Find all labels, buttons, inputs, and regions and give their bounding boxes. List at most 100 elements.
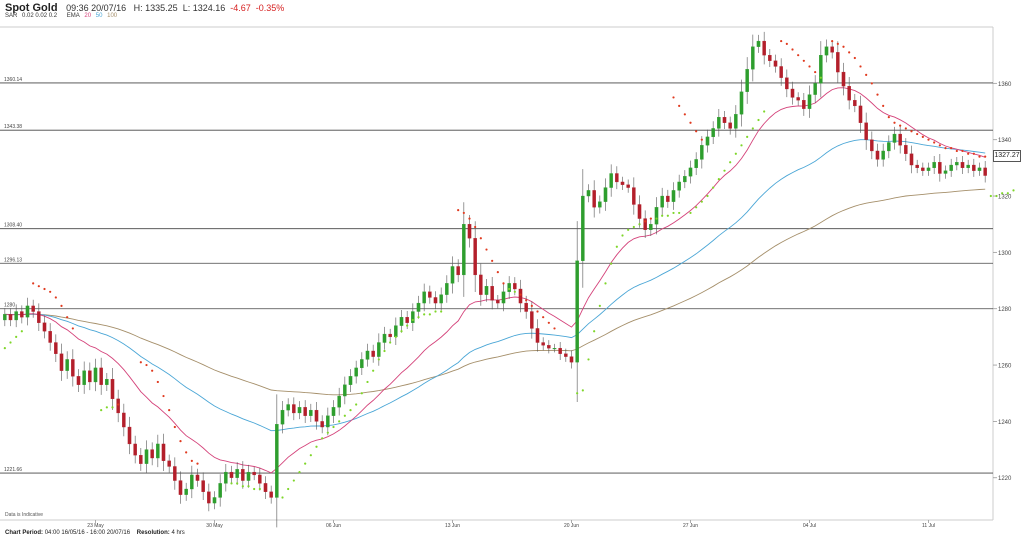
sar-dot xyxy=(321,437,324,440)
sar-dot xyxy=(366,380,369,384)
sar-dot xyxy=(836,42,839,46)
sar-dot xyxy=(814,70,817,74)
candle xyxy=(416,295,421,319)
period-label: Chart Period: xyxy=(5,530,44,536)
candle xyxy=(654,197,659,235)
sar-dot xyxy=(462,211,465,215)
level-label-1: 1343.38 xyxy=(4,124,22,130)
sar-dot xyxy=(598,304,601,307)
candle xyxy=(303,400,307,423)
sar-dot xyxy=(927,138,930,141)
sar-dot xyxy=(632,225,635,229)
candle xyxy=(37,303,41,331)
candle xyxy=(598,195,602,214)
candle xyxy=(127,416,132,455)
candle xyxy=(739,79,744,127)
candle xyxy=(745,57,749,104)
candle xyxy=(847,77,851,110)
candle xyxy=(116,389,120,423)
sar-dot xyxy=(938,144,941,147)
sar-dot xyxy=(734,152,737,155)
sar-dot xyxy=(355,403,358,406)
sar-dot xyxy=(865,73,868,76)
sar-dot xyxy=(168,409,171,412)
candle xyxy=(337,387,341,416)
candle xyxy=(133,435,137,464)
candle xyxy=(779,58,783,86)
sar-dot xyxy=(241,485,244,488)
candle xyxy=(42,315,47,339)
y-tick-label-6: 1340 xyxy=(998,138,1012,144)
candle xyxy=(173,457,177,490)
candle xyxy=(819,41,823,98)
candle xyxy=(717,108,721,137)
sar-dot xyxy=(43,287,46,291)
sar-dot xyxy=(644,220,647,223)
candle xyxy=(246,464,251,488)
candle xyxy=(977,162,982,176)
candle xyxy=(59,343,64,381)
candle xyxy=(467,215,472,248)
sar-dot xyxy=(1012,189,1015,192)
sar-dot xyxy=(326,431,329,434)
candle xyxy=(314,401,319,430)
sar-dot xyxy=(751,127,754,130)
candle xyxy=(926,162,931,176)
candle xyxy=(8,308,13,327)
sar-dot xyxy=(60,304,63,307)
candle xyxy=(666,189,670,208)
sar-dot xyxy=(695,130,698,133)
candle xyxy=(813,75,817,103)
x-tick-label-7: 11 Jul xyxy=(922,523,935,529)
candle xyxy=(756,34,761,53)
sar-dot xyxy=(423,313,426,316)
sar-dot xyxy=(944,147,947,150)
chart-footer: Chart Period: 04:00 16/05/16 - 16:00 20/… xyxy=(5,530,185,536)
sar-dot xyxy=(757,118,760,122)
candle xyxy=(960,156,965,175)
candle xyxy=(915,159,919,174)
ema-20-layer xyxy=(4,87,986,474)
sar-dot xyxy=(615,245,618,248)
candle xyxy=(161,433,166,471)
candle xyxy=(864,112,868,150)
sar-dot xyxy=(71,327,74,330)
ema-100-line xyxy=(4,188,986,396)
sar-dot xyxy=(695,206,698,209)
sar-dot xyxy=(978,155,981,158)
candle xyxy=(943,165,948,179)
sar-dot xyxy=(3,347,6,350)
sar-dot xyxy=(406,324,409,327)
sar-dot xyxy=(876,93,879,96)
sar-dot xyxy=(808,65,811,68)
sar-dot xyxy=(434,310,437,313)
candle xyxy=(343,376,347,405)
candle xyxy=(473,221,477,292)
sar-dot xyxy=(678,211,681,215)
candle xyxy=(110,368,115,410)
sar-dot xyxy=(151,369,154,372)
sar-dot xyxy=(400,330,403,333)
sar-dot xyxy=(287,487,290,491)
candle xyxy=(535,319,540,352)
candle xyxy=(365,343,370,367)
sar-dot xyxy=(916,132,919,136)
candle xyxy=(275,394,279,528)
candle xyxy=(507,276,511,299)
candle xyxy=(609,164,613,197)
candle xyxy=(3,308,7,327)
high-value: H: 1335.25 xyxy=(133,3,178,13)
candle xyxy=(25,297,30,326)
candle xyxy=(773,54,778,73)
sar-dot xyxy=(706,194,709,198)
sar-dot xyxy=(746,135,749,138)
candle xyxy=(422,283,426,312)
candle xyxy=(88,362,92,391)
candle xyxy=(263,476,268,500)
x-tick-label-1: 30 May xyxy=(206,523,223,529)
candle xyxy=(904,138,908,161)
sar-dot xyxy=(315,445,318,448)
sar-dot xyxy=(882,104,885,107)
sar-dot xyxy=(179,440,182,443)
sar-dot xyxy=(360,392,363,395)
